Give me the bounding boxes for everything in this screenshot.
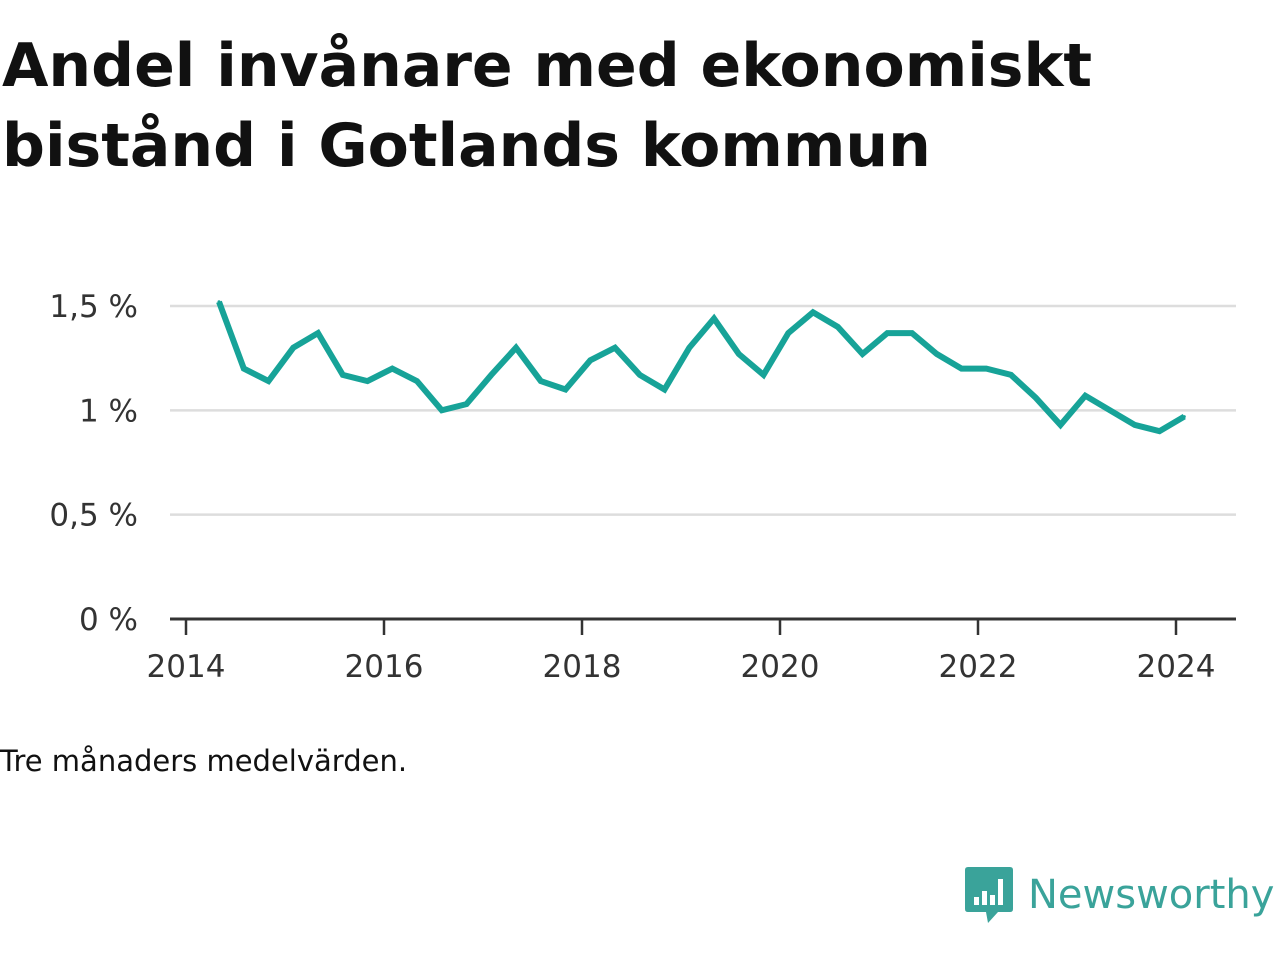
gridlines: [170, 304, 1236, 516]
y-tick-label: 1 %: [79, 393, 138, 429]
data-point: [440, 408, 444, 412]
x-tick-label: 2024: [1137, 649, 1216, 685]
data-point: [564, 388, 567, 391]
data-point: [316, 331, 320, 335]
data-point: [1133, 423, 1137, 427]
data-point: [712, 317, 716, 320]
series-line: [216, 300, 1186, 435]
brand-logo: Newsworthy: [964, 864, 1274, 926]
data-point: [242, 367, 246, 371]
y-tick-label: 0,5 %: [49, 498, 138, 534]
chart-title: Andel invånare med ekonomiskt bistånd i …: [2, 31, 1093, 181]
data-point: [1108, 408, 1112, 412]
data-point: [415, 379, 419, 383]
data-point: [1083, 394, 1087, 398]
data-point: [1059, 423, 1062, 427]
y-tick-label: 1,5 %: [49, 289, 138, 325]
data-point: [489, 373, 493, 377]
data-point: [366, 379, 369, 383]
data-point: [663, 388, 666, 391]
data-point: [613, 346, 617, 350]
data-point: [1158, 429, 1161, 433]
data-points: [217, 300, 1186, 433]
data-point: [341, 373, 345, 377]
y-axis-tick-labels: 0 % 0,5 % 1 % 1,5 %: [49, 289, 138, 638]
data-point: [1009, 373, 1013, 377]
data-point: [217, 300, 221, 304]
data-point: [762, 373, 765, 377]
data-point: [960, 367, 963, 371]
brand-name: Newsworthy: [1028, 872, 1275, 918]
data-point: [786, 331, 790, 335]
data-point: [291, 346, 295, 350]
data-point: [539, 379, 543, 383]
data-point: [267, 379, 270, 383]
x-axis-tick-labels: 2014 2016 2018 2020 2022 2024: [147, 649, 1216, 685]
data-point: [465, 402, 468, 406]
x-tick-label: 2016: [345, 649, 424, 685]
data-point: [1034, 396, 1038, 400]
x-tick-label: 2020: [741, 649, 820, 685]
data-point: [1182, 415, 1186, 419]
y-tick-label: 0 %: [79, 602, 138, 638]
newsworthy-logo-icon: [965, 867, 1013, 923]
data-point: [737, 352, 741, 356]
data-point: [885, 331, 889, 335]
x-axis-ticks: [184, 619, 1178, 635]
line-chart: 0 % 0,5 % 1 % 1,5 % 2014 2016 2018 2020 2022 202…: [49, 289, 1236, 685]
data-point: [910, 331, 914, 335]
x-tick-label: 2022: [939, 649, 1018, 685]
data-point: [836, 325, 840, 329]
x-tick-label: 2018: [543, 649, 622, 685]
data-point: [811, 310, 815, 314]
data-point: [687, 346, 691, 350]
data-point: [861, 352, 864, 356]
data-point: [514, 346, 518, 350]
data-point: [984, 367, 988, 371]
data-point: [588, 358, 592, 362]
x-tick-label: 2014: [147, 649, 226, 685]
data-point: [390, 367, 394, 371]
chart-note: Tre månaders medelvärden.: [0, 744, 408, 778]
data-point: [935, 352, 939, 356]
data-point: [638, 373, 642, 377]
